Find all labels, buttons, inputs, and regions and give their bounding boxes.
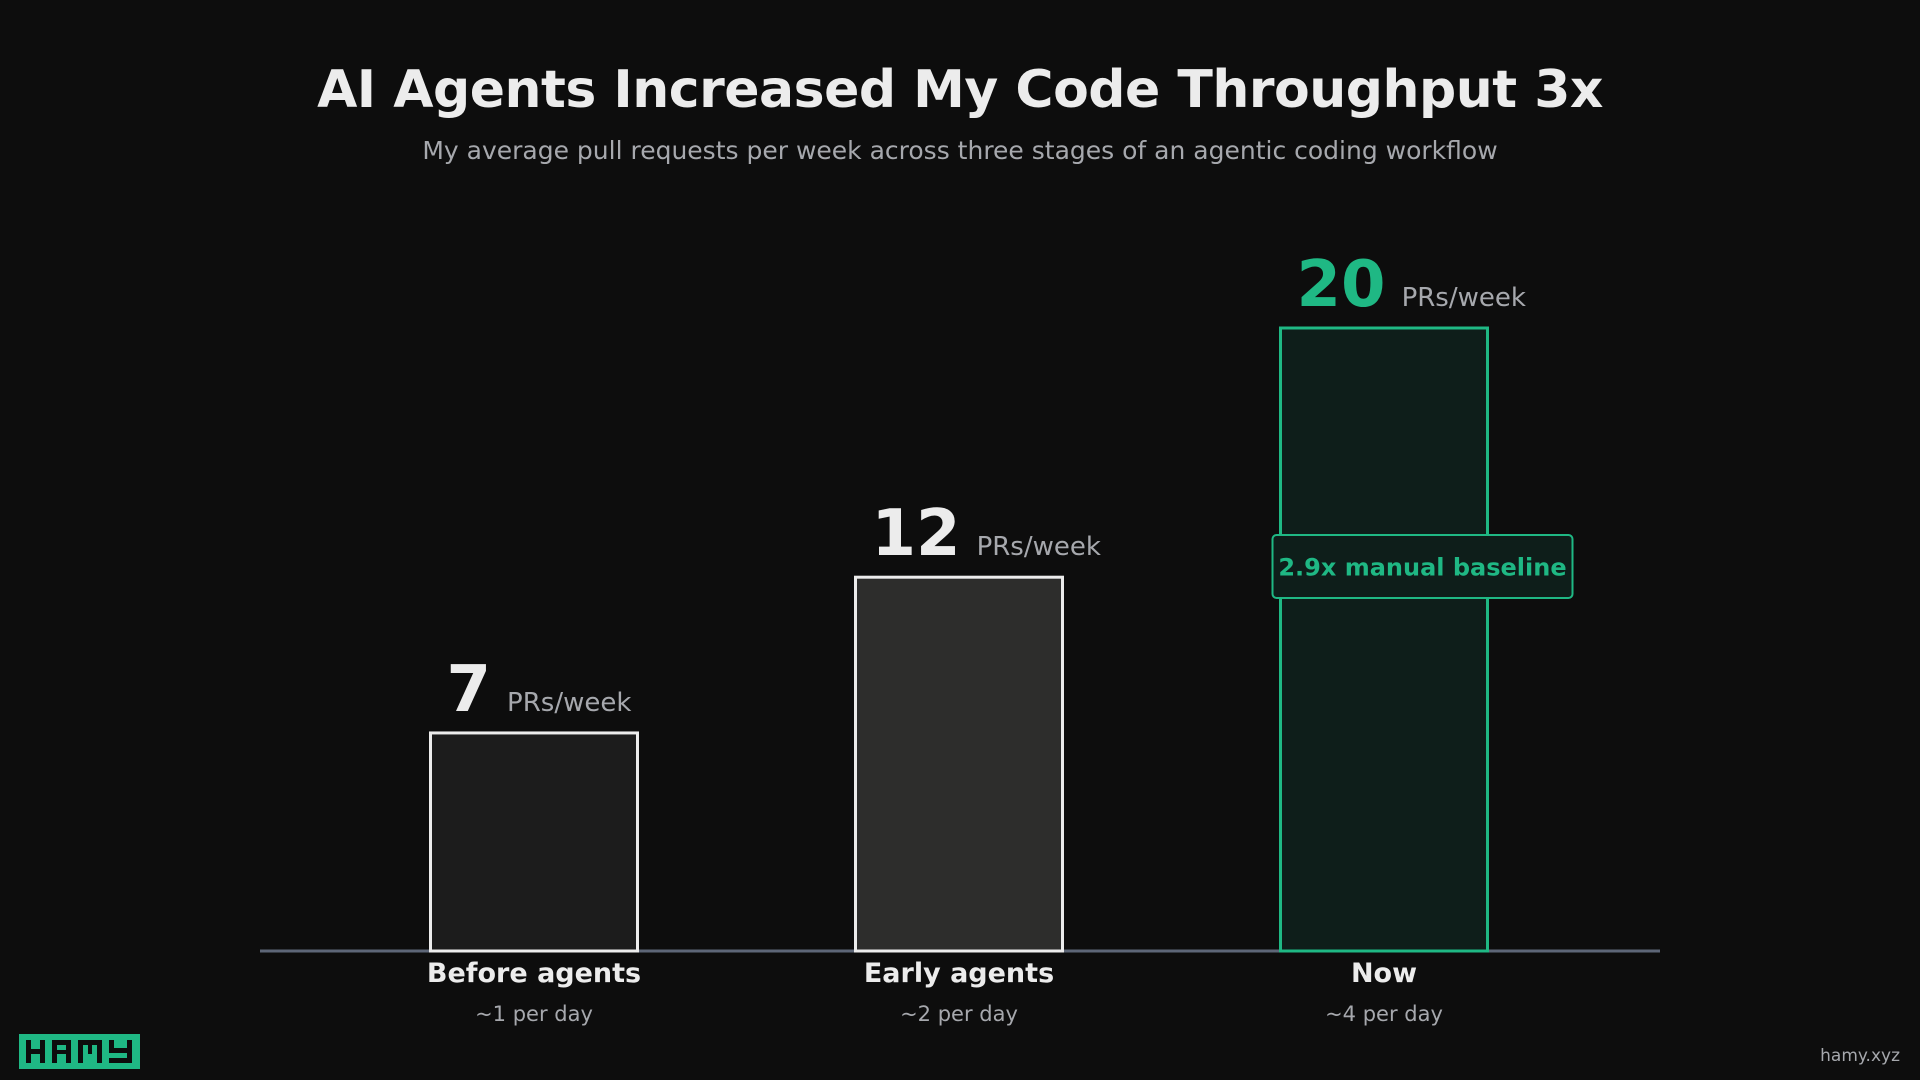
value-unit-early-agents: PRs/week xyxy=(977,532,1101,562)
hamy-logo-icon[interactable] xyxy=(19,1034,140,1069)
category-label-early-agents: Early agents xyxy=(864,958,1054,989)
value-unit-before-agents: PRs/week xyxy=(507,688,631,718)
chart-subtitle: My average pull requests per week across… xyxy=(422,136,1498,165)
category-note-early-agents: ~2 per day xyxy=(900,1002,1018,1026)
category-note-now: ~4 per day xyxy=(1325,1002,1443,1026)
annotation-text: 2.9x manual baseline xyxy=(1278,554,1566,582)
chart-title: AI Agents Increased My Code Throughput 3… xyxy=(317,60,1603,120)
value-label-early-agents: 12 xyxy=(872,497,961,571)
bar-before-agents xyxy=(429,731,639,953)
category-note-before-agents: ~1 per day xyxy=(475,1002,593,1026)
annotation-box xyxy=(1271,534,1574,599)
bar-now xyxy=(1279,326,1489,953)
value-unit-now: PRs/week xyxy=(1402,283,1526,313)
category-label-now: Now xyxy=(1351,958,1417,989)
value-label-before-agents: 7 xyxy=(447,653,492,727)
category-label-before-agents: Before agents xyxy=(427,958,641,989)
site-link[interactable]: hamy.xyz xyxy=(1820,1046,1900,1066)
bar-early-agents xyxy=(854,575,1064,953)
value-label-now: 20 xyxy=(1297,248,1386,322)
